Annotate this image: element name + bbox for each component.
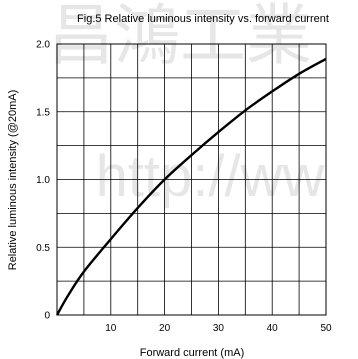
watermark-mid: http://ww <box>96 144 326 209</box>
y-tick-label: 0 <box>44 311 50 322</box>
grid <box>57 44 326 315</box>
x-tick-label: 20 <box>159 323 171 334</box>
x-tick-label: 10 <box>105 323 117 334</box>
watermark-top: 昌鴻工業 <box>48 0 312 72</box>
y-tick-label: 1.0 <box>36 175 50 186</box>
x-tick-label: 40 <box>267 323 279 334</box>
x-tick-label: 50 <box>320 323 332 334</box>
series-line <box>55 57 327 316</box>
y-tick-label: 2.0 <box>36 40 50 51</box>
chart-title: Fig.5 Relative luminous intensity vs. fo… <box>77 13 329 25</box>
y-tick-labels: 0 0.5 1.0 1.5 2.0 <box>36 40 50 322</box>
y-tick-label: 0.5 <box>36 243 50 254</box>
x-axis-label: Forward current (mA) <box>140 347 245 359</box>
x-tick-labels: 10 20 30 40 50 <box>105 323 332 334</box>
plot-frame <box>56 43 327 316</box>
x-tick-label: 30 <box>213 323 225 334</box>
y-axis-label: Relative luminous intensity (@20mA) <box>7 90 19 271</box>
y-tick-label: 1.5 <box>36 107 50 118</box>
